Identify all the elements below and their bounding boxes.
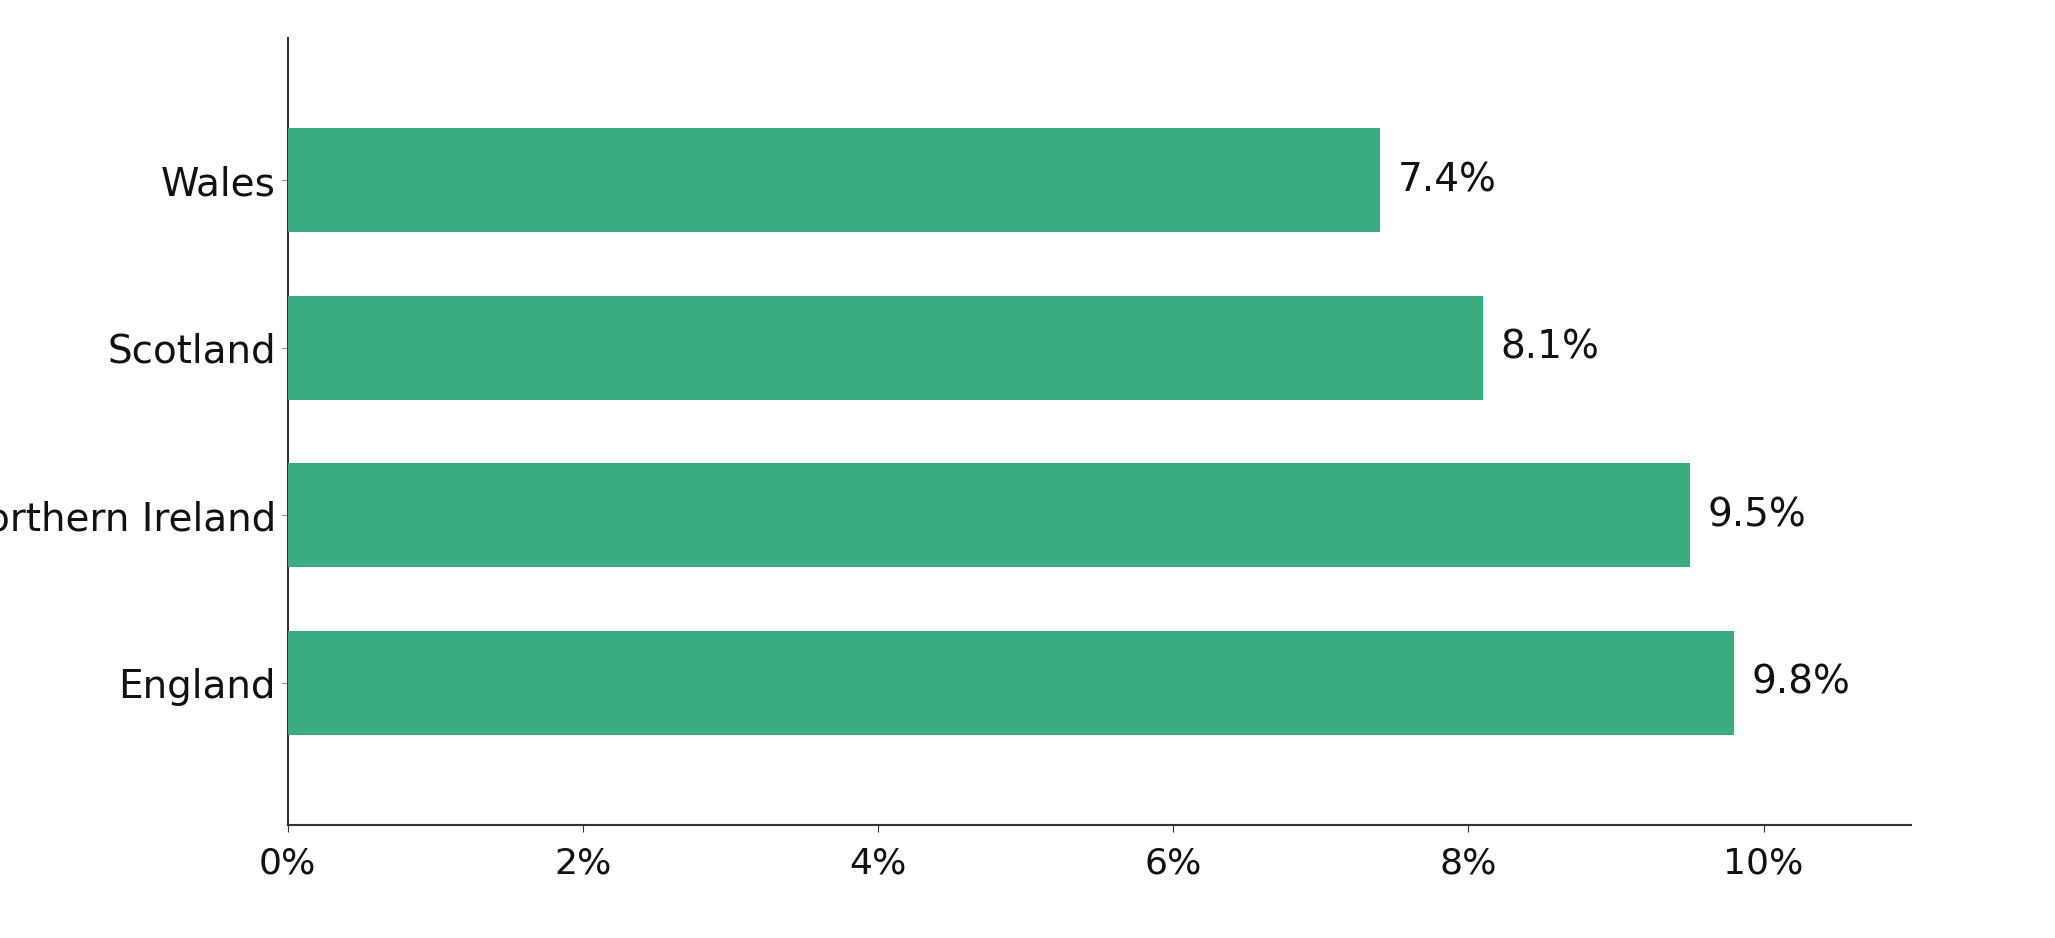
Bar — [288, 295, 1484, 400]
Text: 7.4%: 7.4% — [1397, 161, 1496, 200]
Text: 9.5%: 9.5% — [1708, 496, 1806, 535]
Bar — [288, 630, 1734, 734]
Text: 9.8%: 9.8% — [1751, 663, 1852, 702]
Bar — [288, 463, 1689, 567]
Bar — [288, 129, 1379, 233]
Text: 8.1%: 8.1% — [1500, 328, 1599, 367]
